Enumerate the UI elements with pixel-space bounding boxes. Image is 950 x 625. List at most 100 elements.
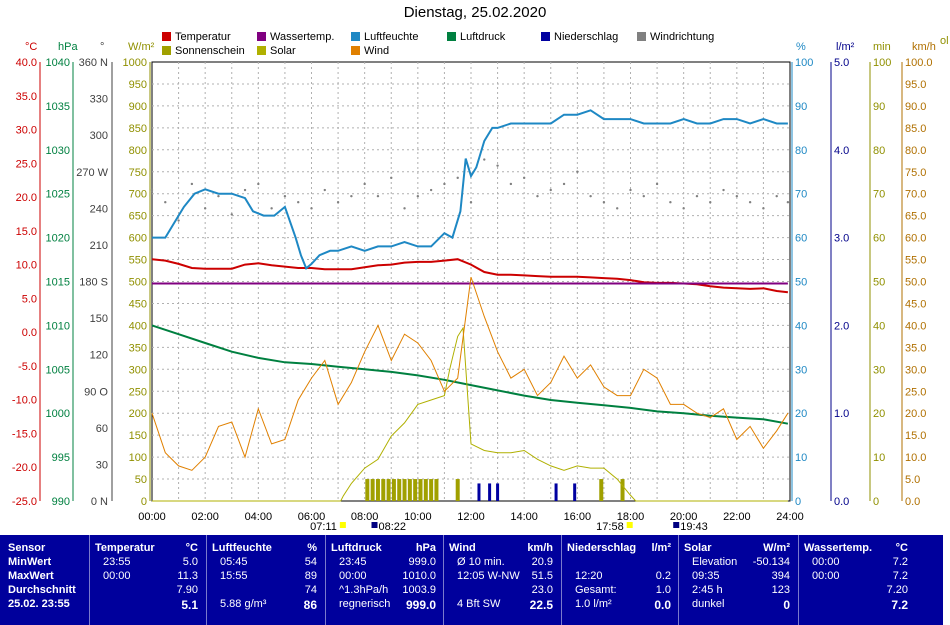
axis-unit-solar: W/m² bbox=[128, 41, 155, 53]
x-tick-label: 24:00 bbox=[776, 511, 804, 523]
legend-item: Luftfeuchte bbox=[351, 31, 418, 43]
stats-humidity-time: 15:55 bbox=[220, 570, 248, 582]
y-tick-label-pressure: 1010 bbox=[46, 320, 70, 332]
stats-pressure-value: 1003.9 bbox=[402, 584, 436, 596]
y-tick-label-solar: 250 bbox=[129, 386, 147, 398]
wind-direction-point bbox=[390, 176, 393, 180]
stats-rain-time: 12:20 bbox=[575, 570, 603, 582]
y-tick-label-wind_speed: 65.0 bbox=[905, 211, 926, 223]
wind-direction-point bbox=[230, 213, 233, 216]
sunshine-bar bbox=[397, 479, 402, 501]
y-tick-label-wind_speed: 0.0 bbox=[905, 496, 920, 508]
wind-direction-point bbox=[297, 201, 300, 204]
stats-humidity-value: 89 bbox=[304, 570, 317, 582]
y-tick-label-humidity: 30 bbox=[795, 364, 807, 376]
y-tick-label-sunshine_minutes: 80 bbox=[873, 145, 885, 157]
y-tick-label-temperature: 20.0 bbox=[16, 192, 37, 204]
time-marker-label: 17:58 bbox=[596, 521, 624, 533]
stats-pressure-time: 00:00 bbox=[339, 570, 367, 582]
y-tick-label-wind_speed: 45.0 bbox=[905, 298, 926, 310]
y-tick-label-rain: 4.0 bbox=[834, 145, 849, 157]
y-tick-label-solar: 400 bbox=[129, 320, 147, 332]
legend-label: Luftfeuchte bbox=[364, 31, 419, 43]
y-tick-label-sunshine_minutes: 90 bbox=[873, 101, 885, 113]
sunshine-bar bbox=[391, 479, 396, 501]
stats-water-value: 7.20 bbox=[886, 584, 908, 596]
stats-temperature-value: 5.1 bbox=[181, 598, 198, 612]
x-tick-label: 04:00 bbox=[245, 511, 273, 523]
y-tick-label-sunshine_minutes: 0 bbox=[873, 496, 879, 508]
y-tick-label-rain: 2.0 bbox=[834, 320, 849, 332]
wind-direction-point bbox=[695, 194, 699, 198]
x-tick-label: 22:00 bbox=[723, 511, 751, 523]
stats-wind-unit: km/h bbox=[527, 542, 553, 554]
y-tick-label-temperature: 0.0 bbox=[22, 327, 37, 339]
legend-swatch bbox=[541, 32, 550, 41]
sunshine-bar bbox=[365, 479, 370, 501]
sunshine-bar bbox=[381, 479, 386, 501]
y-tick-label-wind_speed: 15.0 bbox=[905, 430, 926, 442]
chart-title: Dienstag, 25.02.2020 bbox=[403, 4, 547, 21]
y-tick-label-temperature: 40.0 bbox=[16, 57, 37, 69]
legend-item: Wassertemp. bbox=[257, 31, 334, 43]
stats-solar-time: 09:35 bbox=[692, 570, 720, 582]
legend-label: Luftdruck bbox=[460, 31, 506, 43]
wind-direction-point bbox=[536, 194, 539, 198]
legend-label: Solar bbox=[270, 45, 296, 57]
stats-wind-value: 51.5 bbox=[531, 570, 553, 582]
legend-item: Wind bbox=[351, 45, 389, 57]
y-tick-label-humidity: 70 bbox=[795, 189, 807, 201]
stats-humidity-unit: % bbox=[307, 542, 317, 554]
stats-rain-unit: l/m² bbox=[651, 542, 671, 554]
legend-item: Luftdruck bbox=[447, 31, 505, 43]
wind-direction-point bbox=[655, 182, 659, 186]
stats-column-separator bbox=[443, 535, 444, 625]
precipitation-bar bbox=[573, 483, 577, 501]
y-tick-label-solar: 500 bbox=[129, 277, 147, 289]
y-tick-label-temperature: 25.0 bbox=[16, 158, 37, 170]
y-tick-label-temperature: -15.0 bbox=[12, 428, 37, 440]
y-tick-label-solar: 950 bbox=[129, 79, 147, 91]
stats-sensor-header: Sensor bbox=[8, 542, 46, 554]
sunshine-bar bbox=[413, 479, 418, 501]
y-tick-label-direction: 150 bbox=[90, 313, 108, 325]
x-tick-label: 18:00 bbox=[617, 511, 645, 523]
stats-pressure-time: 23:45 bbox=[339, 556, 367, 568]
y-tick-label-pressure: 1000 bbox=[46, 408, 70, 420]
stats-column-separator bbox=[678, 535, 679, 625]
wind-direction-point bbox=[150, 188, 154, 192]
y-tick-label-temperature: -20.0 bbox=[12, 462, 37, 474]
y-tick-label-pressure: 990 bbox=[52, 496, 70, 508]
y-tick-label-pressure: 1015 bbox=[46, 277, 70, 289]
legend-swatch bbox=[447, 32, 456, 41]
wind-direction-point bbox=[469, 201, 473, 204]
time-marker-label: 19:43 bbox=[680, 521, 708, 533]
axis-unit-sunshine_minutes: min bbox=[873, 41, 891, 53]
series-line-luftfeuchte bbox=[152, 109, 788, 270]
precipitation-bar bbox=[477, 483, 481, 501]
time-marker-icon bbox=[371, 522, 378, 528]
wind-direction-point bbox=[549, 188, 552, 192]
wind-direction-point bbox=[403, 207, 406, 210]
y-tick-label-rain: 5.0 bbox=[834, 57, 849, 69]
x-tick-label: 14:00 bbox=[510, 511, 538, 523]
wind-direction-point bbox=[270, 207, 273, 210]
time-marker-label: 07:11 bbox=[310, 521, 337, 533]
stats-pressure-time: ^1.3hPa/h bbox=[339, 584, 389, 596]
y-tick-label-wind_speed: 95.0 bbox=[905, 79, 926, 91]
wind-direction-point bbox=[562, 182, 566, 186]
wind-direction-point bbox=[775, 194, 778, 198]
legend-item: Sonnenschein bbox=[162, 45, 245, 57]
stats-solar-time: Elevation bbox=[692, 556, 738, 568]
y-tick-label-direction: 0 N bbox=[91, 496, 108, 508]
stats-humidity-value: 86 bbox=[303, 598, 317, 612]
legend-label: Niederschlag bbox=[554, 31, 619, 43]
y-tick-label-sunshine_minutes: 70 bbox=[873, 189, 885, 201]
axis-unit-extra: ol bbox=[940, 35, 949, 47]
y-tick-label-solar: 800 bbox=[129, 145, 147, 157]
y-tick-label-solar: 900 bbox=[129, 101, 147, 113]
stats-column-separator bbox=[798, 535, 799, 625]
y-tick-label-direction: 210 bbox=[90, 240, 108, 252]
wind-direction-point bbox=[217, 194, 220, 198]
y-tick-label-rain: 0.0 bbox=[834, 496, 849, 508]
